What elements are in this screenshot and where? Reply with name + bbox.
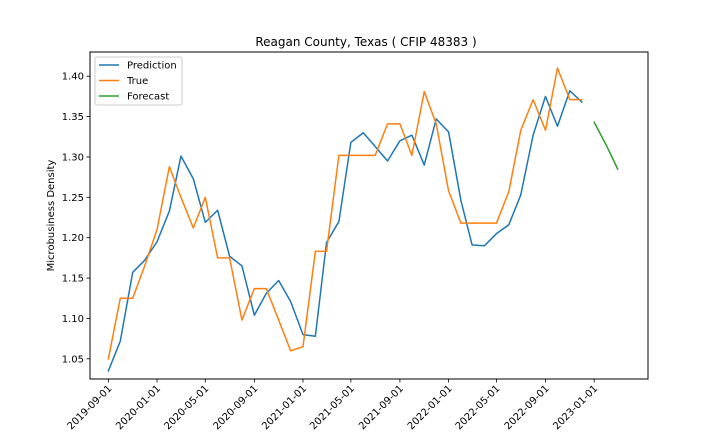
- y-tick-label: 1.10: [62, 314, 84, 325]
- x-tick-label: 2022-09-01: [503, 383, 552, 432]
- x-tick-label: 2020-01-01: [114, 383, 163, 432]
- series-line-prediction: [107, 90, 583, 372]
- legend: Prediction True Forecast: [94, 56, 183, 106]
- chart-title: Reagan County, Texas ( CFIP 48383 ): [255, 35, 476, 49]
- y-axis-label: Microbusiness Density: [46, 160, 57, 272]
- x-tick-label: 2023-01-01: [551, 383, 600, 432]
- x-tick-label: 2021-09-01: [357, 383, 406, 432]
- x-axis: 2019-09-01 2020-01-01 2020-05-01 2020-09-01…: [66, 379, 600, 432]
- y-tick-label: 1.40: [62, 72, 84, 83]
- y-tick-label: 1.30: [62, 152, 84, 163]
- x-tick-label: 2019-09-01: [66, 383, 115, 432]
- series-line-forecast: [593, 121, 619, 171]
- x-tick-label: 2021-05-01: [308, 383, 357, 432]
- plot-area: [89, 51, 649, 380]
- y-tick-label: 1.05: [62, 354, 84, 365]
- legend-label-prediction: Prediction: [127, 61, 177, 72]
- y-tick-label: 1.15: [62, 274, 84, 285]
- legend-label-true: True: [126, 76, 148, 87]
- plot-frame: [89, 51, 649, 380]
- x-tick-label: 2020-09-01: [212, 383, 261, 432]
- y-axis: 1.05 1.10 1.15 1.20 1.25 1.30 1.35 1.40: [62, 72, 90, 365]
- y-tick-label: 1.35: [62, 112, 84, 123]
- y-tick-label: 1.25: [62, 193, 84, 204]
- legend-label-forecast: Forecast: [127, 92, 169, 103]
- x-tick-label: 2022-05-01: [454, 383, 503, 432]
- y-tick-label: 1.20: [62, 233, 84, 244]
- legend-box: [94, 56, 183, 106]
- x-tick-label: 2021-01-01: [260, 383, 309, 432]
- series-line-true: [107, 67, 583, 360]
- x-tick-label: 2022-01-01: [406, 383, 455, 432]
- x-tick-label: 2020-05-01: [163, 383, 212, 432]
- series-layer: [107, 67, 619, 372]
